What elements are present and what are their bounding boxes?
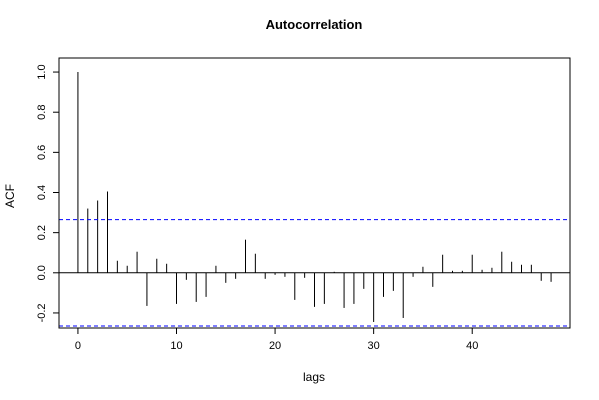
y-tick-label-3: 0.4 (36, 185, 48, 200)
x-tick-label-0: 0 (75, 340, 81, 352)
plot-frame (58, 57, 571, 329)
x-tick-label-40: 40 (466, 340, 478, 352)
y-tick-label-5: 0.8 (36, 105, 48, 120)
x-tick-label-20: 20 (269, 340, 281, 352)
x-tick-label-30: 30 (368, 340, 380, 352)
y-tick-label-1: 0.0 (36, 265, 48, 280)
y-axis: -0.2 0.0 0.2 0.4 0.6 0.8 1.0 (36, 64, 59, 322)
y-tick-label-6: 1.0 (36, 64, 48, 79)
y-tick-label-4: 0.6 (36, 145, 48, 160)
x-axis-label: lags (303, 370, 325, 384)
x-tick-label-10: 10 (170, 340, 182, 352)
y-axis-label: ACF (3, 184, 17, 208)
y-tick-label-2: 0.2 (36, 225, 48, 240)
y-tick-label-0: -0.2 (36, 303, 48, 322)
chart-title: Autocorrelation (266, 17, 363, 32)
x-axis: 0 10 20 30 40 (75, 328, 478, 352)
confidence-bounds (59, 219, 570, 327)
acf-bars (59, 72, 570, 322)
